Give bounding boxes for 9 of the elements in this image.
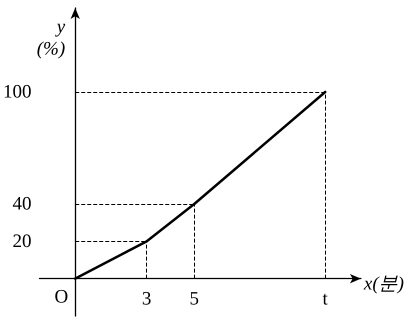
x-axis-title: x(분) bbox=[362, 274, 404, 295]
y-axis-title: y (%) bbox=[36, 16, 66, 60]
x-tick-label: t bbox=[322, 288, 329, 310]
y-tick-label: 100 bbox=[3, 82, 32, 102]
y-tick-label: 40 bbox=[12, 194, 32, 214]
x-tick-label: 3 bbox=[142, 288, 152, 310]
annotation: O bbox=[54, 286, 68, 308]
x-tick-label: 5 bbox=[190, 288, 200, 310]
y-tick-label: 20 bbox=[12, 230, 32, 252]
